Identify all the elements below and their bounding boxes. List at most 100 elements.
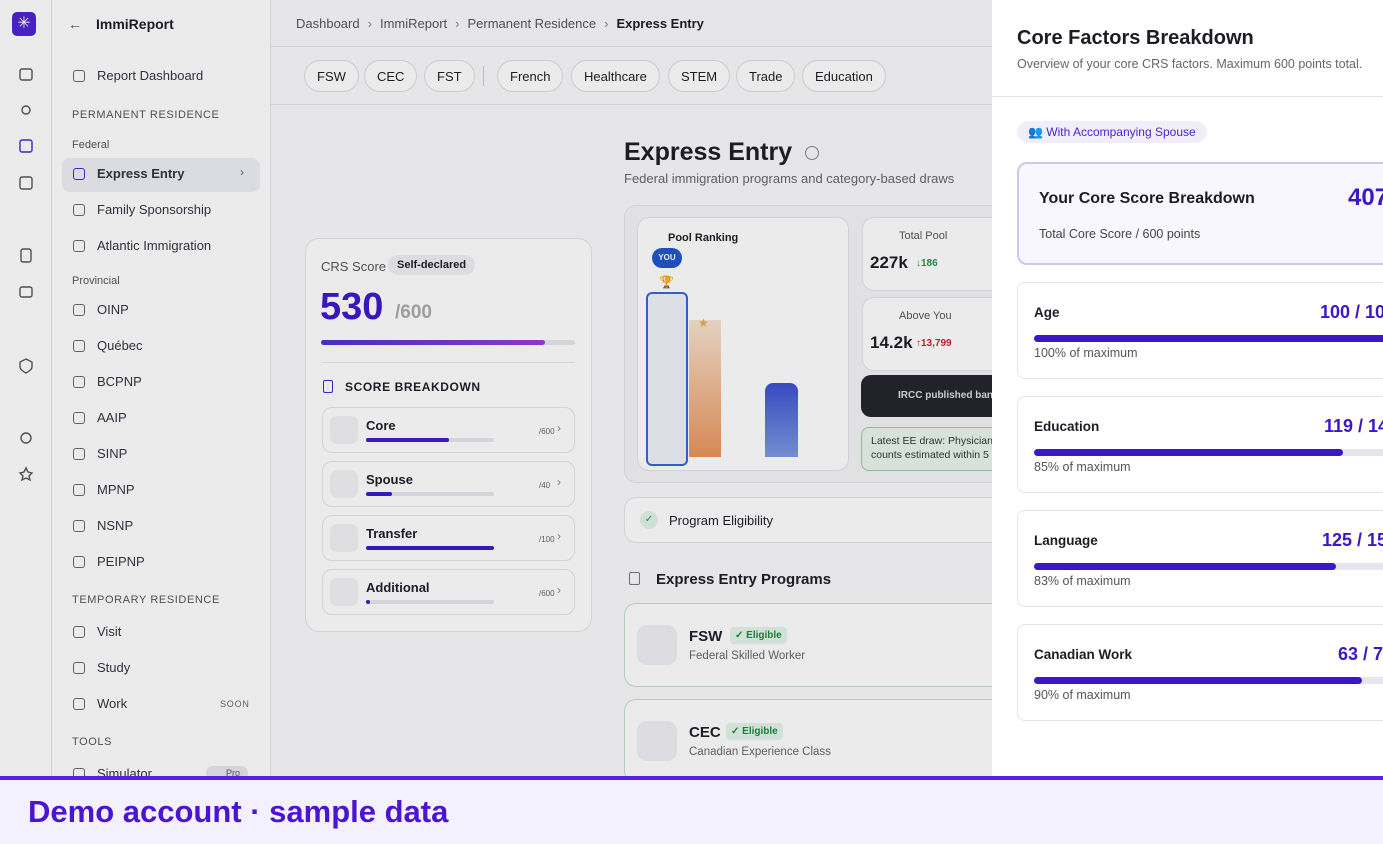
note-line: Latest EE draw: Physician — [871, 435, 992, 447]
breadcrumb: Dashboard › ImmiReport › Permanent Residence… — [296, 16, 704, 31]
crumb[interactable]: Express Entry — [616, 16, 704, 31]
crs-label: CRS Score — [321, 259, 387, 274]
programs-title: Express Entry Programs — [656, 571, 832, 588]
nav-item[interactable]: Express Entry — [97, 166, 185, 181]
nav-item[interactable]: Report Dashboard — [97, 68, 204, 83]
above-card — [862, 297, 992, 371]
row-bar — [366, 600, 494, 604]
breakdown-row[interactable] — [322, 461, 575, 507]
note-card — [861, 427, 992, 471]
above-label: Above You — [899, 310, 952, 322]
pool-title: Pool Ranking — [668, 232, 739, 244]
breakdown-row[interactable] — [322, 407, 575, 453]
nav-item[interactable]: Family Sponsorship — [97, 202, 212, 217]
nav-icon — [73, 304, 85, 316]
nav-item[interactable]: AAIP — [97, 410, 127, 425]
tab[interactable]: French — [497, 60, 564, 92]
back-arrow[interactable]: ← — [68, 16, 82, 32]
row-name: Spouse — [366, 472, 413, 487]
nav-heading: TEMPORARY RESIDENCE — [72, 594, 220, 606]
total: 227k — [870, 253, 908, 272]
nav-item[interactable]: Visit — [97, 624, 122, 639]
nav-item[interactable]: Study — [97, 660, 131, 675]
factor-bar — [1034, 335, 1383, 342]
panel-line — [992, 96, 1383, 97]
row-bar — [366, 492, 494, 496]
page-subtitle: Federal immigration programs and categor… — [624, 171, 955, 186]
breakdown-row[interactable] — [322, 515, 575, 561]
app-title: ImmiReport — [96, 16, 174, 32]
row-max: /40 — [539, 481, 551, 490]
panel-subtitle: Overview of your core CRS factors. Maxim… — [1017, 57, 1363, 71]
tab[interactable]: FST — [424, 60, 475, 92]
row-icon — [330, 416, 358, 444]
overlay[interactable] — [0, 0, 992, 776]
nav-icon — [73, 484, 85, 496]
banner-text: Demo account · sample data — [28, 794, 449, 829]
tab[interactable]: CEC — [364, 60, 418, 92]
row-name: Additional — [366, 580, 430, 595]
soon-tag: SOON — [220, 699, 250, 709]
nav-item[interactable]: Atlantic Immigration — [97, 238, 212, 253]
eligibility[interactable]: Program Eligibility — [669, 513, 774, 528]
factor-name: Language — [1034, 533, 1098, 548]
factor-score: 119 / 140 — [1324, 416, 1383, 436]
pool-you-bar — [646, 292, 688, 466]
row-chevron: › — [557, 421, 561, 435]
program-icon — [637, 721, 677, 761]
pool-bar-orange — [689, 320, 721, 457]
crumb[interactable]: Permanent Residence — [467, 16, 597, 31]
row-chevron: › — [557, 475, 561, 489]
page-title: Express Entry — [624, 138, 793, 166]
nav-icon — [73, 626, 85, 638]
check-icon: ✓ — [640, 511, 658, 529]
breakdown-icon — [323, 380, 333, 393]
nav-item[interactable]: NSNP — [97, 518, 134, 533]
info-icon[interactable] — [805, 146, 819, 160]
nav-icon — [73, 412, 85, 424]
factor-card — [1017, 624, 1383, 721]
pool-you-badge: YOU — [652, 248, 682, 268]
nav-icon — [73, 340, 85, 352]
factor-pct: 85% of maximum — [1034, 460, 1131, 474]
side-panel: Core Factors Breakdown Overview of your … — [992, 0, 1383, 776]
nav-icon — [73, 204, 85, 216]
total-label: Total Pool — [899, 230, 948, 242]
program-card[interactable] — [624, 603, 992, 687]
nav-item[interactable]: Québec — [97, 338, 143, 353]
tab[interactable]: Education — [802, 60, 886, 92]
pro-tag: Pro — [206, 766, 249, 776]
nav-item[interactable]: BCPNP — [97, 374, 142, 389]
row-bar — [366, 546, 494, 550]
nav-heading: PERMANENT RESIDENCE — [72, 109, 220, 121]
row-chevron: › — [557, 583, 561, 597]
crumb[interactable]: Dashboard — [296, 16, 360, 31]
breakdown-row[interactable] — [322, 569, 575, 615]
nav-item[interactable]: SINP — [97, 446, 128, 461]
tab[interactable]: STEM — [668, 60, 731, 92]
banner: Demo account · sample data — [0, 776, 1383, 844]
factor-name: Education — [1034, 419, 1100, 434]
trophy: 🏆 — [659, 275, 674, 289]
program-card[interactable] — [624, 699, 992, 776]
crumb[interactable]: ImmiReport — [379, 16, 448, 31]
tab[interactable]: Trade — [736, 60, 796, 92]
crs-bar — [321, 340, 575, 345]
tab[interactable]: FSW — [304, 60, 359, 92]
nav-item[interactable]: Simulator — [97, 766, 152, 776]
program-icon — [637, 625, 677, 665]
summary-card — [1017, 162, 1383, 265]
nav-item[interactable]: OINP — [97, 302, 129, 317]
nav-item[interactable]: MPNP — [97, 482, 135, 497]
crs-divider — [321, 362, 575, 363]
row-icon — [330, 470, 358, 498]
summary-title: Your Core Score Breakdown — [1039, 190, 1255, 207]
nav-item[interactable]: Work — [97, 696, 128, 711]
separator: › — [455, 16, 460, 31]
factor-pct: 83% of maximum — [1034, 574, 1131, 588]
row-name: Transfer — [366, 526, 418, 541]
nav-item[interactable]: PEIPNP — [97, 554, 145, 569]
tab[interactable]: Healthcare — [571, 60, 660, 92]
ircc-card — [861, 375, 992, 417]
tab-divider — [483, 66, 484, 86]
